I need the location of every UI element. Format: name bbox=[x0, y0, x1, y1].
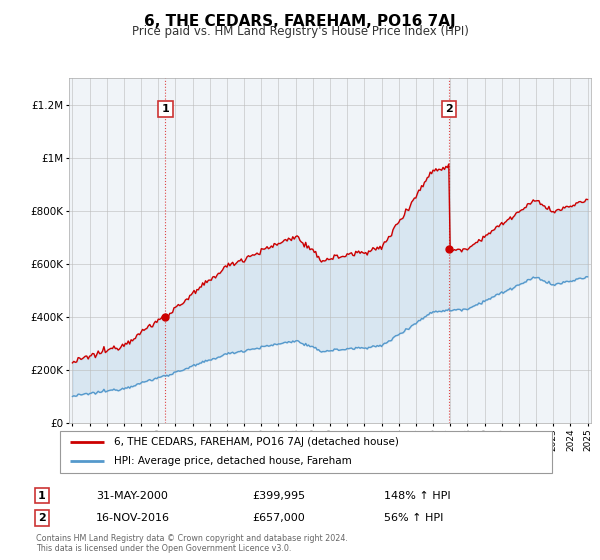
Point bbox=[444, 244, 454, 253]
Text: £657,000: £657,000 bbox=[252, 513, 305, 523]
Text: HPI: Average price, detached house, Fareham: HPI: Average price, detached house, Fare… bbox=[114, 456, 352, 466]
Text: 16-NOV-2016: 16-NOV-2016 bbox=[96, 513, 170, 523]
Text: 1: 1 bbox=[38, 491, 46, 501]
Text: Contains HM Land Registry data © Crown copyright and database right 2024.
This d: Contains HM Land Registry data © Crown c… bbox=[36, 534, 348, 553]
Text: 56% ↑ HPI: 56% ↑ HPI bbox=[384, 513, 443, 523]
Text: 31-MAY-2000: 31-MAY-2000 bbox=[96, 491, 168, 501]
FancyBboxPatch shape bbox=[60, 431, 552, 473]
Text: £399,995: £399,995 bbox=[252, 491, 305, 501]
Text: Price paid vs. HM Land Registry's House Price Index (HPI): Price paid vs. HM Land Registry's House … bbox=[131, 25, 469, 38]
Point bbox=[161, 312, 170, 321]
Text: 1: 1 bbox=[161, 104, 169, 114]
Text: 6, THE CEDARS, FAREHAM, PO16 7AJ: 6, THE CEDARS, FAREHAM, PO16 7AJ bbox=[144, 14, 456, 29]
Text: 148% ↑ HPI: 148% ↑ HPI bbox=[384, 491, 451, 501]
Text: 6, THE CEDARS, FAREHAM, PO16 7AJ (detached house): 6, THE CEDARS, FAREHAM, PO16 7AJ (detach… bbox=[114, 437, 399, 447]
Text: 2: 2 bbox=[38, 513, 46, 523]
Text: 2: 2 bbox=[445, 104, 452, 114]
